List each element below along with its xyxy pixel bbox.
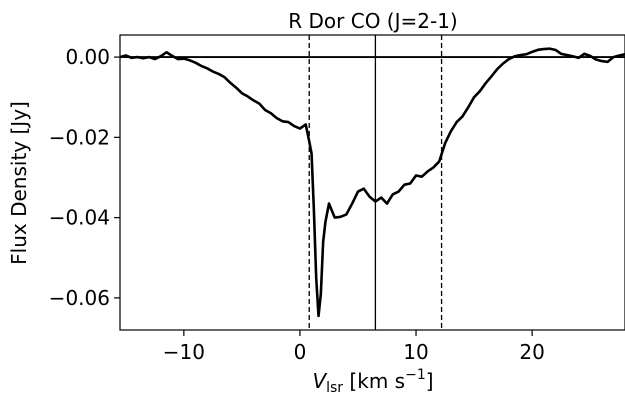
- y-axis: 0.00 −0.02 −0.04 −0.06: [49, 45, 120, 310]
- y-tick-label: −0.04: [49, 206, 110, 230]
- y-tick-label: −0.06: [49, 286, 110, 310]
- x-axis: −10 0 10 20: [163, 330, 545, 364]
- plot-area: [119, 34, 625, 331]
- x-tick-label: 20: [519, 340, 544, 364]
- plot-frame: [119, 34, 625, 331]
- x-axis-label-sup: −1: [405, 367, 426, 383]
- reference-lines: [120, 35, 625, 330]
- x-axis-label-unit: [km s: [343, 369, 405, 393]
- x-tick-label: 0: [294, 340, 307, 364]
- chart-title: R Dor CO (J=2-1): [288, 9, 457, 33]
- y-axis-label: Flux Density [Jy]: [7, 101, 31, 265]
- x-axis-label-close: ]: [426, 369, 434, 393]
- x-tick-label: −10: [163, 340, 205, 364]
- series-group: [119, 47, 625, 318]
- x-axis-label: Vlsr [km s−1]: [312, 367, 433, 396]
- x-tick-label: 10: [403, 340, 428, 364]
- series-line-0: [119, 47, 625, 318]
- y-tick-label: −0.02: [49, 125, 110, 149]
- x-axis-label-sub: lsr: [326, 380, 343, 396]
- x-axis-label-main: V: [312, 369, 327, 393]
- y-tick-label: 0.00: [65, 45, 110, 69]
